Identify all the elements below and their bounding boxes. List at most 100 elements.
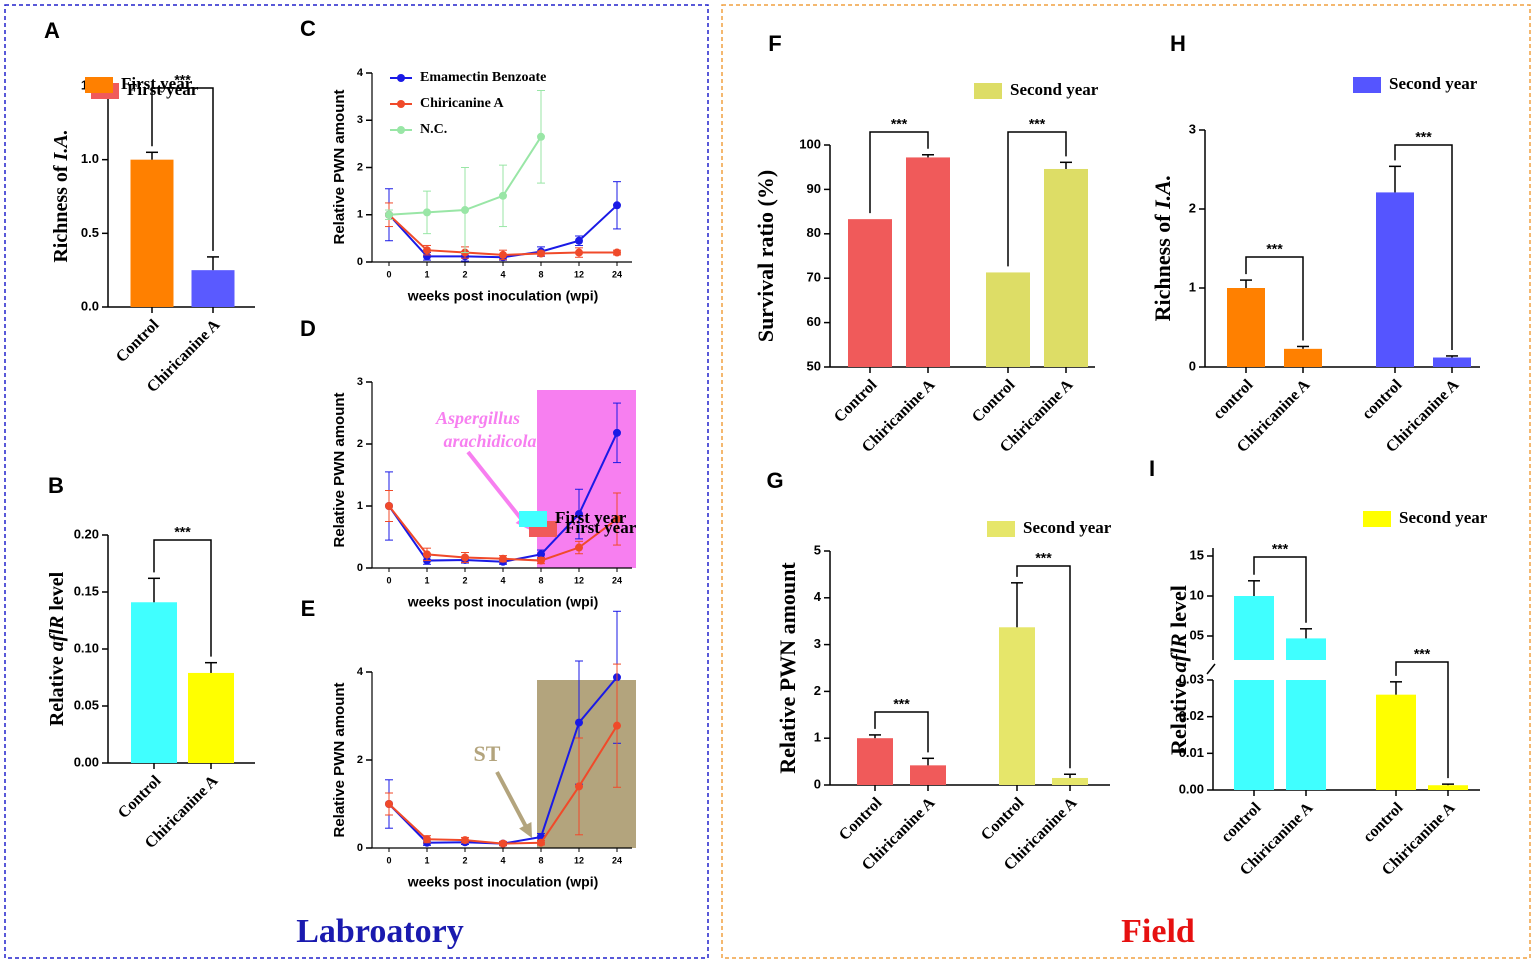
y-axis-label-part: aflR <box>1166 633 1191 672</box>
significance-bracket <box>1395 661 1449 779</box>
x-tick-label: 4 <box>500 575 505 585</box>
x-tick-label: Control <box>836 794 886 844</box>
legend-swatch <box>85 77 113 93</box>
significance-bracket <box>874 711 929 753</box>
x-tick-label: 2 <box>462 269 467 279</box>
y-axis-label: Richness of I.A. <box>50 129 72 262</box>
y-axis-label: Relative PWN amount <box>331 392 348 547</box>
y-tick-label: 70 <box>807 270 821 285</box>
y-tick-label: 2 <box>357 161 363 173</box>
highlight-region <box>537 390 636 568</box>
legend-label: Emamectin Benzoate <box>420 70 546 85</box>
significance-label: *** <box>1029 116 1046 132</box>
annotation: arachidicola <box>444 431 537 451</box>
point <box>423 252 431 261</box>
point <box>575 543 583 552</box>
y-tick-label: 1 <box>814 730 821 745</box>
x-tick-label: Control <box>113 316 163 366</box>
y-tick-label: 0.03 <box>1179 671 1204 686</box>
field-frame <box>721 4 1531 959</box>
y-tick-label: 0 <box>814 776 821 791</box>
point <box>537 550 545 559</box>
legend-label: First year <box>555 508 627 527</box>
x-tick-label: 8 <box>538 575 543 585</box>
point <box>613 515 621 524</box>
x-axis-label: weeks post inoculation (wpi) <box>407 594 599 610</box>
y-tick-label: 0.05 <box>74 697 99 712</box>
y-tick-label: 0 <box>357 842 363 854</box>
y-tick-label: 05 <box>1190 627 1204 642</box>
y-tick-label: 1 <box>1189 279 1196 294</box>
bar <box>986 272 1030 367</box>
x-tick-label: Control <box>969 376 1019 426</box>
x-tick-label: control <box>1210 376 1257 423</box>
bar <box>191 270 235 307</box>
lab-frame <box>4 4 709 959</box>
point <box>461 836 469 845</box>
y-axis-label: Relative PWN amount <box>331 682 348 837</box>
x-tick-label: 2 <box>462 575 467 585</box>
point <box>385 800 393 808</box>
panel-letter: H <box>1170 31 1186 56</box>
significance-bracket <box>1394 144 1453 350</box>
x-tick-label: Control <box>115 772 165 822</box>
significance-label: *** <box>1272 541 1289 557</box>
x-tick-label: 4 <box>500 269 505 279</box>
axis-break <box>1206 663 1216 675</box>
panel-letter: D <box>300 316 316 341</box>
y-axis-label-part: Relative <box>1166 672 1191 754</box>
annotation: ST <box>474 741 501 766</box>
significance-bracket <box>869 131 929 214</box>
y-tick-label: 60 <box>807 314 821 329</box>
legend-label: N.C. <box>420 122 447 137</box>
x-tick-label: 8 <box>538 855 543 865</box>
y-axis-label-part: level <box>1166 585 1191 633</box>
significance-label: *** <box>1415 129 1432 145</box>
y-tick-label: 100 <box>799 136 821 151</box>
y-tick-label: 3 <box>814 636 821 651</box>
point <box>613 201 621 210</box>
point <box>499 250 507 259</box>
bar <box>1286 680 1326 790</box>
y-tick-label: 90 <box>807 181 821 196</box>
legend-label: First year <box>565 518 637 537</box>
y-tick-label: 1.0 <box>81 151 99 166</box>
y-axis-label: Relative aflR level <box>1166 585 1191 755</box>
y-tick-label: 2 <box>357 438 363 450</box>
y-tick-label: 80 <box>807 225 821 240</box>
bar <box>1376 192 1414 367</box>
legend-swatch <box>987 521 1015 537</box>
point <box>575 718 583 727</box>
y-tick-label: 0.00 <box>74 754 99 769</box>
y-axis-label-part: I.A. <box>50 129 72 161</box>
x-tick-label: 0 <box>386 855 391 865</box>
significance-label: *** <box>1414 646 1431 662</box>
annotation: Aspergillus <box>435 408 520 428</box>
legend-marker <box>397 100 405 108</box>
point <box>423 246 431 255</box>
legend-swatch <box>1353 77 1381 93</box>
point <box>423 550 431 559</box>
significance-bracket <box>153 539 212 657</box>
bar <box>1234 680 1274 790</box>
y-tick-label: 0.20 <box>74 526 99 541</box>
significance-label: *** <box>1266 241 1283 257</box>
point <box>461 553 469 562</box>
bar <box>857 738 893 785</box>
point <box>537 556 545 565</box>
x-tick-label: 24 <box>612 855 622 865</box>
x-tick-label: 1 <box>424 269 429 279</box>
significance-bracket <box>1245 256 1304 341</box>
point <box>575 510 583 519</box>
bar <box>1376 694 1416 790</box>
point <box>613 248 621 257</box>
significance-label: *** <box>1035 550 1052 566</box>
x-tick-label: 0 <box>386 575 391 585</box>
legend-marker <box>397 74 405 82</box>
x-tick-label: control <box>1218 799 1265 846</box>
y-tick-label: 10 <box>1190 587 1204 602</box>
y-tick-label: 2 <box>1189 200 1196 215</box>
y-tick-label: 4 <box>814 589 822 604</box>
bar <box>999 627 1035 785</box>
y-tick-label: 3 <box>357 376 363 388</box>
